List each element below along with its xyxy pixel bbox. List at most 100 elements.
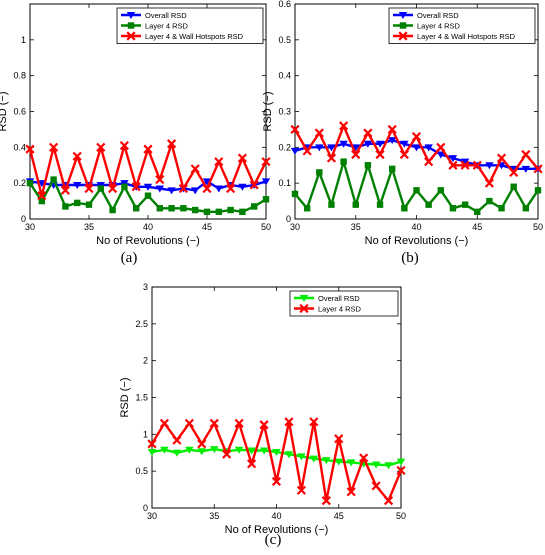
y-tick-label: 0 (286, 214, 291, 224)
data-point (309, 455, 319, 463)
data-point (202, 178, 212, 186)
chart-2: 30 35 40 45 50 0 0.1 0.2 0.3 0.4 0.5 0.6 No of Revol… (262, 0, 543, 266)
data-point (72, 151, 82, 161)
data-point (302, 146, 312, 156)
data-point (375, 140, 385, 148)
x-tick-label: 40 (271, 511, 281, 521)
legend-entry: Layer 4 & Wall Hotspots RSD (145, 32, 244, 41)
data-point (26, 179, 34, 187)
data-point (291, 190, 299, 198)
data-point (521, 165, 531, 173)
y-tick-label: 0.1 (278, 178, 291, 188)
data-point (262, 196, 270, 203)
y-tick-label: 0.5 (278, 35, 291, 45)
data-point (251, 203, 258, 210)
legend-swatch-marker (398, 31, 408, 41)
data-point (448, 155, 458, 163)
legend-entry: Overall RSD (417, 11, 459, 20)
data-point (401, 205, 408, 212)
legend-entry: Layer 4 RSD (145, 22, 189, 31)
data-point (62, 203, 69, 210)
chart-3: 30 35 40 45 50 0 0.5 1 1.5 2 2.5 3 No of Revolutions… (119, 282, 406, 548)
data-point (460, 160, 470, 170)
x-tick-label: 35 (84, 222, 94, 232)
y-tick-label: 2.5 (135, 319, 148, 329)
data-point (190, 164, 200, 174)
data-point (363, 128, 373, 138)
data-point (290, 124, 300, 134)
data-point (375, 149, 385, 160)
data-point (388, 137, 397, 145)
data-point (261, 157, 271, 167)
y-tick-label: 0.3 (278, 107, 291, 117)
data-point (155, 175, 165, 185)
y-tick-label: 0 (21, 214, 26, 224)
x-axis-label: No of Revolutions (−) (225, 524, 329, 536)
data-point (172, 449, 182, 457)
data-point (533, 164, 543, 174)
legend-swatch-marker (127, 22, 135, 29)
x-tick-label: 35 (351, 222, 361, 232)
data-point (296, 485, 306, 495)
data-point (522, 205, 530, 212)
data-point (184, 418, 194, 428)
data-point (424, 144, 433, 152)
data-point (38, 197, 45, 205)
data-point (237, 153, 247, 163)
data-point (209, 418, 219, 428)
data-point (461, 201, 469, 208)
x-tick-label: 50 (396, 511, 406, 521)
legend-entry: Layer 4 RSD (318, 305, 362, 314)
data-point (290, 147, 300, 155)
x-tick-label: 30 (25, 222, 35, 232)
data-point (147, 449, 157, 457)
data-point (192, 206, 199, 214)
data-point (197, 439, 207, 449)
data-point (351, 144, 360, 152)
legend-entry: Layer 4 RSD (417, 22, 461, 31)
data-point (400, 140, 409, 148)
y-tick-label: 0.5 (135, 466, 148, 476)
data-point (37, 180, 46, 188)
data-point (303, 205, 311, 212)
data-point (328, 201, 335, 208)
data-point (376, 201, 384, 208)
data-point (351, 149, 361, 160)
series-3 (25, 139, 271, 201)
data-point (108, 183, 118, 194)
data-point (334, 458, 343, 466)
legend-swatch-marker (398, 12, 408, 19)
data-point (484, 178, 494, 188)
data-point (389, 165, 396, 173)
data-point (371, 481, 381, 491)
data-point (144, 192, 152, 199)
data-point (340, 158, 347, 165)
y-axis-label: RSD (−) (262, 91, 274, 131)
data-point (284, 417, 294, 427)
data-point (202, 183, 212, 194)
data-point (485, 162, 494, 170)
data-point (261, 178, 271, 186)
data-point (364, 162, 372, 169)
data-point (210, 446, 219, 454)
legend-box (116, 7, 264, 44)
data-point (272, 449, 281, 457)
y-tick-label: 1 (143, 429, 148, 439)
data-point (496, 153, 507, 163)
data-point (316, 169, 323, 176)
chart-1: 30 35 40 45 50 0 0.2 0.4 0.6 0.8 1 No of Revolution… (0, 3, 271, 266)
data-point (167, 187, 176, 195)
data-point (159, 418, 170, 428)
data-point (74, 199, 81, 207)
x-tick-label: 45 (472, 222, 482, 232)
data-point (384, 462, 393, 470)
data-point (156, 205, 163, 212)
data-point (412, 144, 421, 152)
data-point (259, 420, 269, 430)
data-point (133, 205, 140, 212)
series-2 (147, 417, 406, 506)
data-point (327, 144, 336, 152)
x-axis-label: No of Revolutions (−) (96, 235, 200, 247)
